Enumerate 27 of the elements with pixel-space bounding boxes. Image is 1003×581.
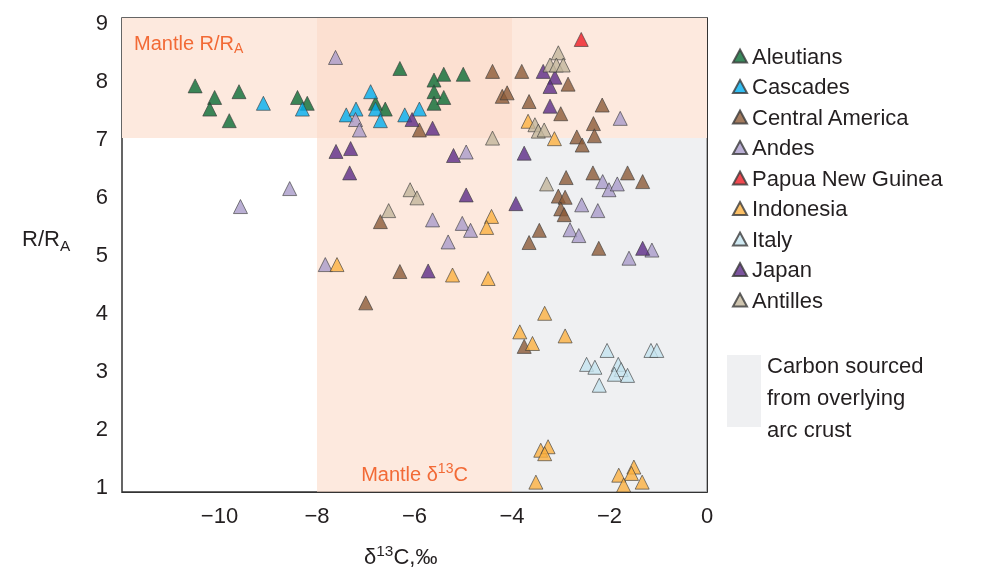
x-tick-label: −4	[499, 502, 525, 528]
legend-label: Papua New Guinea	[752, 165, 944, 191]
x-axis-title: δ$^{13}$C,‰	[364, 541, 438, 571]
x-tick-label: −6	[401, 502, 428, 528]
legend-label: Italy	[752, 226, 793, 252]
y-tick-label: 9	[95, 9, 108, 35]
y-axis-title: R/R$_{A}$	[22, 226, 71, 257]
y-tick-label: 5	[95, 241, 108, 267]
legend-label: Indonesia	[752, 196, 849, 221]
legend-label: Andes	[752, 135, 815, 160]
legend-label: Central America	[752, 104, 910, 130]
y-tick-label: 8	[95, 67, 108, 93]
y-tick-label: 2	[95, 415, 108, 441]
y-tick-label: 7	[95, 125, 108, 151]
legend-label: Antilles	[752, 287, 823, 313]
legend-label: Aleutians	[752, 43, 843, 69]
y-tick-label: 1	[95, 473, 108, 499]
x-tick-label: −8	[304, 502, 330, 528]
x-tick-label: −2	[596, 502, 623, 528]
x-tick-label: 0	[700, 502, 714, 528]
legend-label: Japan	[752, 257, 812, 282]
y-tick-label: 6	[95, 183, 108, 209]
legend-label: Cascades	[752, 74, 850, 99]
band-label: Carbon sourced from overlying arc crust	[767, 352, 925, 444]
x-tick-label: −10	[200, 502, 239, 528]
y-tick-label: 3	[95, 357, 108, 383]
y-tick-label: 4	[95, 299, 108, 325]
